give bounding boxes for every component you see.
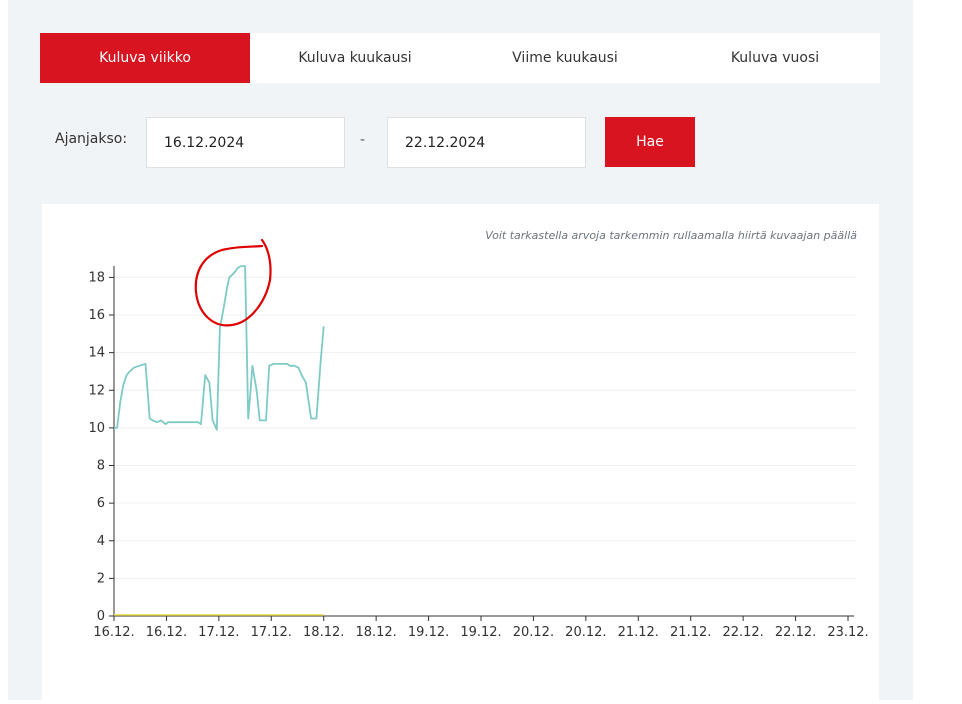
y-tick-label: 10 bbox=[88, 421, 105, 436]
y-tick-label: 2 bbox=[97, 571, 105, 586]
annotation-circle bbox=[194, 238, 272, 327]
y-tick-label: 14 bbox=[88, 346, 105, 361]
x-tick-label: 19.12. bbox=[460, 625, 501, 640]
x-tick-label: 18.12. bbox=[355, 625, 396, 640]
chart-hint: Voit tarkastella arvoja tarkemmin rullaa… bbox=[485, 229, 857, 242]
x-tick-label: 20.12. bbox=[513, 625, 554, 640]
y-tick-label: 6 bbox=[97, 496, 105, 511]
x-tick-label: 16.12. bbox=[93, 625, 134, 640]
x-tick-label: 23.12. bbox=[827, 625, 868, 640]
tab-current-week[interactable]: Kuluva viikko bbox=[40, 33, 250, 83]
y-tick-label: 12 bbox=[88, 383, 105, 398]
period-tabs: Kuluva viikko Kuluva kuukausi Viime kuuk… bbox=[40, 33, 880, 83]
series-line[interactable] bbox=[114, 265, 325, 431]
start-date-input[interactable] bbox=[146, 117, 345, 168]
x-tick-label: 19.12. bbox=[408, 625, 449, 640]
chart-card: Voit tarkastella arvoja tarkemmin rullaa… bbox=[42, 204, 879, 704]
x-tick-label: 21.12. bbox=[618, 625, 659, 640]
y-tick-label: 18 bbox=[88, 270, 105, 285]
x-tick-label: 22.12. bbox=[722, 625, 763, 640]
x-tick-label: 21.12. bbox=[670, 625, 711, 640]
fetch-button[interactable]: Hae bbox=[605, 117, 695, 167]
date-separator: - bbox=[360, 132, 366, 148]
x-tick-label: 22.12. bbox=[775, 625, 816, 640]
x-tick-label: 17.12. bbox=[198, 625, 239, 640]
x-tick-label: 17.12. bbox=[251, 625, 292, 640]
y-tick-label: 16 bbox=[88, 308, 105, 323]
x-tick-label: 20.12. bbox=[565, 625, 606, 640]
tab-last-month[interactable]: Viime kuukausi bbox=[512, 50, 618, 66]
tab-current-month[interactable]: Kuluva kuukausi bbox=[298, 50, 412, 66]
x-tick-label: 18.12. bbox=[303, 625, 344, 640]
y-tick-label: 4 bbox=[97, 534, 105, 549]
y-tick-label: 8 bbox=[97, 459, 105, 474]
y-tick-label: 0 bbox=[97, 609, 105, 624]
end-date-input[interactable] bbox=[387, 117, 586, 168]
tab-current-year[interactable]: Kuluva vuosi bbox=[730, 50, 820, 66]
period-label: Ajanjakso: bbox=[55, 131, 128, 147]
x-tick-label: 16.12. bbox=[146, 625, 187, 640]
